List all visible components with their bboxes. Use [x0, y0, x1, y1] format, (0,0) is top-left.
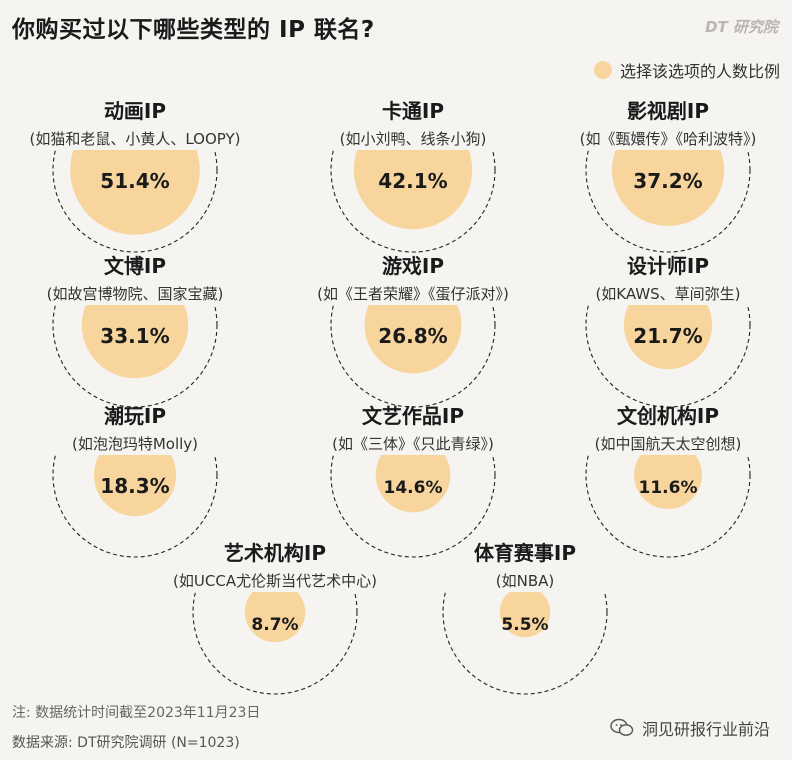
category-subtitle: (如KAWS、草间弥生): [595, 285, 740, 303]
bubble-group: 游戏IP (如《王者荣耀》《蛋仔派对》) 26.8%: [317, 254, 509, 408]
value-label: 18.3%: [100, 474, 169, 498]
category-name: 文创机构IP: [617, 404, 719, 428]
category-subtitle: (如《王者荣耀》《蛋仔派对》): [317, 285, 509, 303]
full-scale-circle: [330, 150, 496, 253]
value-label: 14.6%: [384, 478, 443, 498]
bubble-group: 文艺作品IP (如《三体》《只此青绿》) 14.6%: [330, 404, 496, 558]
category-subtitle: (如故宫博物院、国家宝藏): [47, 285, 224, 303]
value-bubble: [353, 150, 473, 230]
full-scale-circle: [52, 150, 218, 253]
category-subtitle: (如泡泡玛特Molly): [72, 435, 198, 453]
bubble-group: 卡通IP (如小刘鸭、线条小狗) 42.1%: [330, 99, 496, 253]
brand-logo: DT 研究院: [705, 18, 778, 36]
full-scale-circle: [192, 592, 358, 695]
full-scale-circle: [52, 455, 218, 558]
bubble-group: 潮玩IP (如泡泡玛特Molly) 18.3%: [52, 404, 218, 558]
value-label: 51.4%: [100, 169, 169, 193]
full-scale-circle: [442, 592, 608, 695]
legend: 选择该选项的人数比例: [593, 58, 780, 82]
full-scale-circle: [330, 455, 496, 558]
value-label: 26.8%: [378, 324, 447, 348]
category-subtitle: (如中国航天太空创想): [595, 435, 742, 453]
category-name: 卡通IP: [382, 99, 444, 123]
value-label: 8.7%: [251, 615, 298, 635]
full-scale-circle: [52, 305, 218, 408]
legend-label: 选择该选项的人数比例: [619, 62, 780, 81]
category-subtitle: (如NBA): [496, 572, 554, 590]
category-name: 设计师IP: [627, 254, 709, 278]
category-subtitle: (如《甄嬛传》《哈利波特》): [580, 130, 757, 148]
value-label: 37.2%: [633, 169, 702, 193]
category-subtitle: (如小刘鸭、线条小狗): [340, 130, 487, 148]
category-name: 艺术机构IP: [224, 541, 326, 565]
bubble-group: 体育赛事IP (如NBA) 5.5%: [442, 541, 608, 695]
full-scale-circle: [585, 305, 751, 408]
category-name: 游戏IP: [382, 254, 444, 278]
bubble-chart: 动画IP (如猫和老鼠、小黄人、LOOPY) 51.4% 卡通IP (如小刘鸭、线条小狗…: [29, 99, 757, 695]
value-label: 33.1%: [100, 324, 169, 348]
bubble-group: 文博IP (如故宫博物院、国家宝藏) 33.1%: [47, 254, 224, 408]
value-bubble: [499, 592, 551, 638]
bubble-group: 设计师IP (如KAWS、草间弥生) 21.7%: [585, 254, 751, 408]
value-bubble: [70, 150, 200, 235]
full-scale-circle: [585, 455, 751, 558]
category-subtitle: (如《三体》《只此青绿》): [332, 435, 494, 453]
bubble-group: 影视剧IP (如《甄嬛传》《哈利波特》) 37.2%: [580, 99, 757, 253]
value-bubble: [81, 305, 189, 379]
watermark-label: 洞见研报行业前沿: [641, 720, 770, 739]
value-label: 5.5%: [501, 615, 548, 635]
category-name: 动画IP: [104, 99, 166, 123]
bubble-group: 艺术机构IP (如UCCA尤伦斯当代艺术中心) 8.7%: [173, 541, 377, 695]
category-name: 文艺作品IP: [362, 404, 464, 428]
legend-swatch: [593, 61, 612, 79]
category-name: 体育赛事IP: [474, 541, 576, 565]
footer-note: 注: 数据统计时间截至2023年11月23日: [12, 705, 261, 721]
bubble-group: 动画IP (如猫和老鼠、小黄人、LOOPY) 51.4%: [29, 99, 241, 253]
category-subtitle: (如UCCA尤伦斯当代艺术中心): [173, 572, 377, 590]
category-name: 潮玩IP: [104, 404, 166, 428]
value-bubble: [375, 455, 451, 513]
chart-title: 你购买过以下哪些类型的 IP 联名?: [12, 17, 375, 43]
bubble-group: 文创机构IP (如中国航天太空创想) 11.6%: [585, 404, 751, 558]
value-bubble: [364, 305, 462, 374]
value-bubble: [93, 455, 177, 517]
value-label: 42.1%: [378, 169, 447, 193]
full-scale-circle: [585, 150, 751, 253]
value-bubble: [612, 150, 724, 226]
full-scale-circle: [330, 305, 496, 408]
value-bubble: [244, 592, 306, 643]
value-label: 21.7%: [633, 324, 702, 348]
footer-source: 数据来源: DT研究院调研 (N=1023): [12, 735, 240, 751]
value-bubble: [634, 455, 702, 509]
value-bubble: [623, 305, 713, 370]
category-subtitle: (如猫和老鼠、小黄人、LOOPY): [29, 130, 240, 148]
watermark: 洞见研报行业前沿: [610, 716, 770, 740]
category-name: 影视剧IP: [627, 99, 709, 123]
value-label: 11.6%: [639, 478, 698, 498]
wechat-icon: [610, 718, 634, 736]
category-name: 文博IP: [104, 254, 166, 278]
